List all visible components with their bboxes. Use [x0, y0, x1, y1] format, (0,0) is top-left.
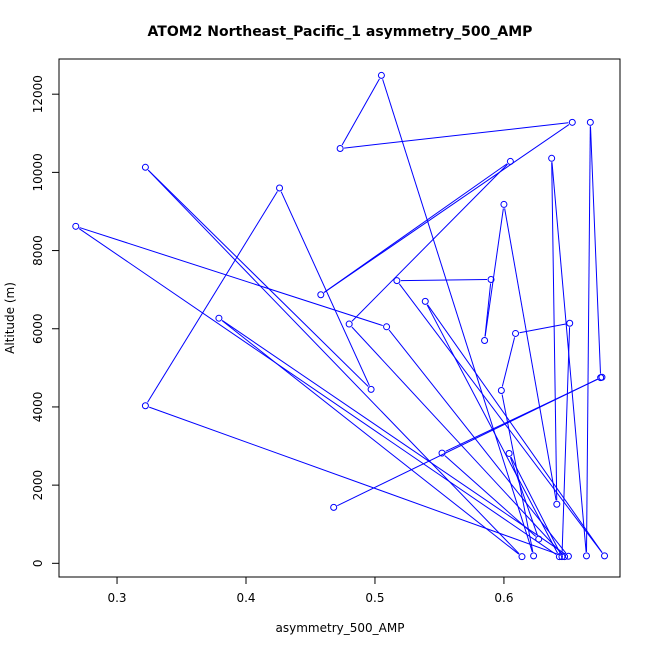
series-segment [398, 283, 603, 553]
data-point [367, 385, 375, 393]
series-segment [445, 378, 599, 452]
series-segment [551, 162, 558, 501]
series-group [72, 71, 609, 561]
data-point [141, 402, 149, 410]
series-segment [561, 327, 571, 553]
data-point [383, 323, 391, 331]
data-point [330, 503, 338, 511]
series-segment [388, 329, 567, 554]
data-point [568, 118, 576, 126]
y-tick-label: 10000 [31, 153, 45, 191]
series-segment [323, 124, 570, 293]
series-segment [149, 406, 561, 556]
series-segment [519, 323, 566, 334]
data-point [555, 553, 563, 561]
series-segment [510, 456, 561, 554]
data-point [553, 500, 561, 508]
series-segment [221, 320, 566, 555]
data-point [377, 71, 385, 79]
y-tick-label: 4000 [31, 392, 45, 423]
x-tick-label: 0.3 [107, 591, 126, 605]
series-segment [341, 78, 380, 146]
series-segment [382, 79, 533, 553]
data-point [497, 387, 505, 395]
y-tick-label: 2000 [31, 470, 45, 501]
data-point [561, 553, 569, 561]
series-segment [221, 320, 520, 555]
y-axis-label: Altitude (m) [3, 282, 17, 354]
series-segment [351, 163, 508, 322]
x-axis-label: asymmetry_500_AMP [276, 621, 405, 635]
data-point [586, 118, 594, 126]
data-point [317, 291, 325, 299]
data-point [558, 553, 566, 561]
series-segment [484, 283, 492, 337]
x-tick-label: 0.4 [236, 591, 255, 605]
data-point [336, 145, 344, 153]
series-segment [280, 191, 370, 386]
y-axis: 0 2000 4000 6000 8000 10000 12000 [31, 75, 60, 567]
data-point [276, 184, 284, 192]
data-point [566, 319, 574, 327]
series-segment [351, 326, 563, 555]
data-point [598, 373, 606, 381]
series-segment [501, 337, 516, 387]
data-point [548, 154, 556, 162]
series-segment [509, 457, 538, 536]
data-point [500, 200, 508, 208]
data-point [535, 535, 543, 543]
data-point [518, 553, 526, 561]
x-tick-label: 0.6 [494, 591, 513, 605]
data-point [421, 297, 429, 305]
y-tick-label: 6000 [31, 313, 45, 344]
series-segment [147, 169, 520, 555]
data-point [506, 157, 514, 165]
data-point [530, 552, 538, 560]
plot-frame [58, 58, 621, 578]
series-segment [586, 126, 591, 552]
series-segment [79, 227, 383, 327]
data-point [487, 275, 495, 283]
series-segment [147, 169, 369, 387]
x-tick-label: 0.5 [365, 591, 384, 605]
data-point [505, 449, 513, 457]
y-tick-label: 12000 [31, 75, 45, 113]
series-segment [504, 208, 557, 501]
chart-title: ATOM2 Northeast_Pacific_1 asymmetry_500_… [148, 24, 533, 40]
data-point [141, 163, 149, 171]
data-point [72, 222, 80, 230]
data-point [582, 552, 590, 560]
series-segment [400, 279, 488, 282]
data-point [215, 314, 223, 322]
series-segment [427, 304, 603, 553]
y-tick-label: 0 [31, 559, 45, 567]
series-segment [484, 208, 504, 337]
y-tick-label: 8000 [31, 235, 45, 266]
series-segment [78, 228, 557, 555]
x-axis: 0.3 0.4 0.5 0.6 [107, 576, 513, 605]
data-point [601, 552, 609, 560]
series-segment [147, 191, 278, 403]
data-point [481, 336, 489, 344]
data-point [345, 320, 353, 328]
data-point [512, 329, 520, 337]
series-segment [344, 122, 569, 149]
series-segment [501, 394, 534, 553]
series-segment [444, 455, 537, 537]
data-point [393, 277, 401, 285]
series-segment [589, 126, 601, 374]
data-point [438, 449, 446, 457]
